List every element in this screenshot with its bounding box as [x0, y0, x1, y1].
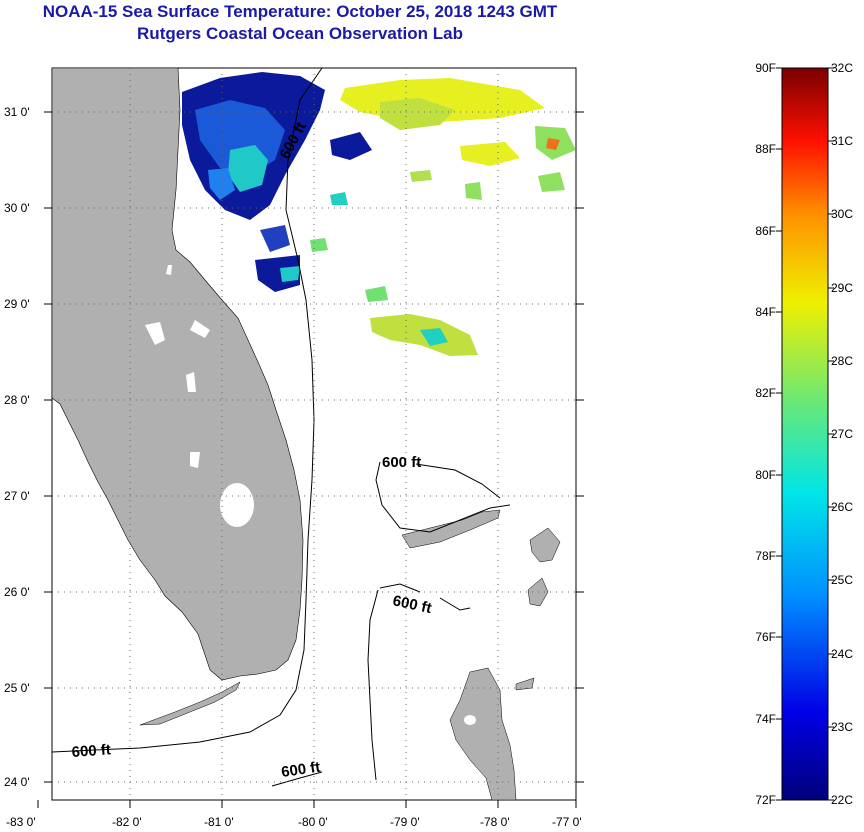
- colorbar-f-labels: 90F 88F 86F 84F 82F 80F 78F 76F 74F 72F: [755, 61, 776, 807]
- lake-okeechobee: [220, 483, 254, 527]
- lon-label: -81 0': [204, 815, 234, 829]
- cb-f-label: 72F: [755, 793, 776, 807]
- cb-c-label: 31C: [831, 134, 853, 148]
- lat-label: 31 0': [4, 105, 30, 119]
- cb-f-label: 86F: [755, 224, 776, 238]
- temperature-colorbar: 90F 88F 86F 84F 82F 80F 78F 76F 74F 72F …: [755, 61, 853, 807]
- colorbar-c-labels: 32C 31C 30C 29C 28C 27C 26C 25C 24C 23C …: [831, 61, 853, 807]
- cb-f-label: 88F: [755, 142, 776, 156]
- lon-label: -82 0': [112, 815, 142, 829]
- lat-label: 25 0': [4, 681, 30, 695]
- map-title: NOAA-15 Sea Surface Temperature: October…: [42, 2, 558, 21]
- abaco: [529, 527, 561, 563]
- contour-label: 600 ft: [71, 741, 111, 761]
- andros: [449, 667, 517, 801]
- lon-label: -77 0': [552, 815, 582, 829]
- contour-line-east-florida: [51, 67, 323, 753]
- lat-label: 29 0': [4, 297, 30, 311]
- cb-c-label: 32C: [831, 61, 853, 75]
- cb-c-label: 23C: [831, 720, 853, 734]
- cb-c-label: 30C: [831, 207, 853, 221]
- map-grid: [52, 68, 576, 800]
- longitude-labels: -83 0' -82 0' -81 0' -80 0' -79 0' -78 0…: [6, 815, 582, 829]
- map-panel: 600 ft 600 ft 600 ft 600 ft 600 ft -83 0…: [4, 67, 584, 829]
- cb-c-label: 29C: [831, 281, 853, 295]
- lon-label: -79 0': [390, 815, 420, 829]
- lon-label: -78 0': [480, 815, 510, 829]
- bathymetry-contours: [51, 67, 511, 787]
- colorbar-gradient: [781, 67, 829, 801]
- cb-f-label: 78F: [755, 549, 776, 563]
- lat-label: 28 0': [4, 393, 30, 407]
- contour-line-mid-bahama: [367, 589, 379, 781]
- lat-label: 27 0': [4, 489, 30, 503]
- cb-c-label: 26C: [831, 500, 853, 514]
- cb-c-label: 28C: [831, 354, 853, 368]
- cb-f-label: 74F: [755, 712, 776, 726]
- contour-line-south: [271, 771, 323, 787]
- florida-land: [51, 67, 304, 681]
- sst-patches: [182, 72, 576, 356]
- map-subtitle: Rutgers Coastal Ocean Observation Lab: [137, 24, 463, 43]
- latitude-labels: 31 0' 30 0' 29 0' 28 0' 27 0' 26 0' 25 0…: [4, 105, 30, 789]
- florida-keys: [139, 681, 241, 726]
- contour-label: 600 ft: [280, 759, 321, 781]
- lon-label: -83 0': [6, 815, 36, 829]
- cb-c-label: 22C: [831, 793, 853, 807]
- cb-c-label: 25C: [831, 573, 853, 587]
- contour-line-north-bahama: [375, 461, 511, 533]
- contour-label: 600 ft: [382, 454, 421, 471]
- inland-lakes: [145, 265, 210, 468]
- lat-label: 30 0': [4, 201, 30, 215]
- lat-label: 24 0': [4, 775, 30, 789]
- cb-f-label: 80F: [755, 468, 776, 482]
- cb-c-label: 27C: [831, 427, 853, 441]
- lon-label: -80 0': [298, 815, 328, 829]
- grand-bahama: [401, 509, 501, 549]
- colorbar-ticks: [776, 67, 834, 801]
- cb-f-label: 84F: [755, 305, 776, 319]
- cb-f-label: 76F: [755, 630, 776, 644]
- cb-f-label: 90F: [755, 61, 776, 75]
- cb-f-label: 82F: [755, 386, 776, 400]
- map-ticks: [37, 111, 584, 808]
- lat-label: 26 0': [4, 585, 30, 599]
- cb-c-label: 24C: [831, 647, 853, 661]
